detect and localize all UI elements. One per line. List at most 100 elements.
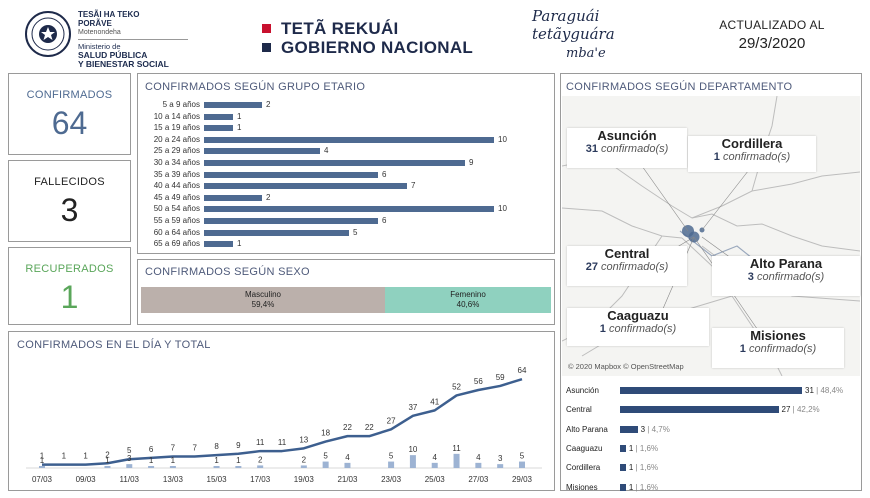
department-card-name: Cordillera [721, 136, 783, 151]
daily-bar[interactable] [497, 464, 504, 468]
department-card[interactable]: Misiones 1 confirmado(s) [712, 328, 844, 368]
total-value-label: 41 [430, 397, 439, 406]
age-group-value: 7 [411, 181, 416, 191]
department-bar-value: 31 | 48,4% [805, 386, 843, 395]
daily-value-label: 11 [452, 444, 461, 453]
total-line[interactable] [42, 377, 523, 466]
age-group-value: 9 [469, 158, 474, 167]
ministry-logo-text: TESÃI HA TEKO PORÃVE Motenondeha Ministe… [78, 10, 188, 69]
department-card-count-line: 1 confirmado(s) [688, 151, 816, 163]
age-group-value: 6 [382, 169, 387, 179]
age-group-bar[interactable] [204, 148, 320, 155]
department-bar-pct: | 4,7% [647, 424, 670, 434]
daily-value-label: 4 [476, 453, 481, 462]
x-tick-label: 15/03 [207, 475, 228, 484]
age-group-bar[interactable] [204, 171, 378, 178]
map-credit[interactable]: © 2020 Mapbox © OpenStreetMap [568, 362, 684, 371]
age-group-bar[interactable] [204, 206, 494, 213]
daily-bar[interactable] [126, 464, 133, 468]
sex-title: CONFIRMADOS SEGÚN SEXO [145, 266, 310, 278]
age-group-bar[interactable] [204, 218, 378, 224]
department-bar-label: Misiones [566, 482, 598, 492]
age-group-bar[interactable] [204, 241, 233, 248]
daily-bar[interactable] [104, 466, 111, 468]
age-group-value: 6 [382, 216, 387, 225]
total-value-label: 6 [149, 445, 154, 454]
total-value-label: 7 [193, 444, 198, 453]
department-bar[interactable] [620, 444, 626, 452]
age-group-bar[interactable] [204, 125, 233, 132]
x-tick-label: 27/03 [468, 475, 489, 484]
daily-bar[interactable] [322, 461, 329, 468]
total-value-label: 8 [214, 442, 219, 451]
daily-bar[interactable] [388, 461, 395, 468]
department-bar-value: 3 | 4,7% [641, 425, 670, 434]
sex-bar-female[interactable]: Femenino 40,6% [385, 287, 551, 313]
age-group-label: 50 a 54 años [153, 204, 200, 214]
age-group-bar[interactable] [204, 183, 407, 190]
daily-bar[interactable] [453, 453, 460, 468]
daily-value-label: 2 [302, 455, 307, 464]
age-group-label: 35 a 39 años [153, 169, 200, 179]
daily-value-label: 4 [433, 453, 438, 462]
age-group-value: 2 [266, 192, 271, 202]
kpi-confirmed-label: CONFIRMADOS [26, 89, 113, 101]
age-group-bar[interactable] [204, 136, 494, 143]
total-value-label: 27 [387, 416, 396, 425]
age-group-bar[interactable] [204, 194, 262, 201]
age-group-bar[interactable] [204, 229, 349, 236]
age-group-bar[interactable] [204, 113, 233, 120]
daily-bar[interactable] [39, 466, 45, 468]
department-bar-label: Caaguazu [566, 443, 603, 453]
daily-value-label: 5 [389, 452, 394, 461]
daily-value-label: 1 [171, 456, 176, 465]
daily-bar[interactable] [409, 455, 416, 468]
department-bar[interactable] [620, 406, 779, 414]
department-bar[interactable] [620, 425, 638, 433]
x-tick-label: 21/03 [337, 475, 358, 484]
daily-bar[interactable] [475, 462, 482, 468]
daily-bar[interactable] [213, 466, 220, 468]
daily-value-label: 5 [323, 452, 328, 461]
daily-bar[interactable] [344, 462, 351, 468]
department-bar-count: 1 [628, 443, 634, 453]
daily-bar[interactable] [300, 465, 307, 468]
slogan-line2: tetãyguára [532, 25, 615, 43]
department-card-count: 1 [713, 151, 720, 163]
department-bar[interactable] [620, 483, 626, 491]
department-card[interactable]: Cordillera 1 confirmado(s) [688, 136, 816, 172]
department-bar[interactable] [620, 464, 626, 472]
daily-bar[interactable] [169, 466, 176, 468]
ministry-line4: Ministerio de [78, 42, 121, 51]
department-bar-pct: | 1,6% [635, 463, 659, 473]
age-group-bar[interactable] [204, 160, 465, 166]
department-bar-value: 1 | 1,6% [629, 483, 658, 492]
daily-bar[interactable] [431, 462, 438, 468]
age-group-value: 1 [237, 111, 242, 121]
department-card[interactable]: Central 27 confirmado(s) [567, 246, 687, 286]
department-card-word: confirmado(s) [601, 143, 669, 155]
gov-line2: GOBIERNO NACIONAL [281, 37, 474, 57]
age-group-label: 25 a 29 años [153, 146, 200, 156]
age-group-label: 15 a 19 años [153, 123, 200, 133]
daily-value-label: 3 [498, 454, 503, 463]
daily-bar[interactable] [148, 466, 155, 468]
age-group-title: CONFIRMADOS SEGÚN GRUPO ETARIO [145, 81, 366, 93]
department-card[interactable]: Asunción 31 confirmado(s) [567, 128, 687, 168]
daily-bar[interactable] [235, 466, 242, 468]
sex-bar-male[interactable]: Masculino 59,4% [141, 287, 385, 313]
age-group-label: 60 a 64 años [153, 227, 200, 237]
department-card[interactable]: Caaguazu 1 confirmado(s) [567, 308, 709, 346]
department-bar-count: 27 [781, 405, 791, 415]
age-group-bar[interactable] [204, 102, 262, 108]
slogan-line3: mba'e [566, 46, 606, 61]
age-group-value: 10 [498, 134, 507, 144]
department-card[interactable]: Alto Parana 3 confirmado(s) [712, 256, 860, 296]
department-bar-label: Asunción [566, 386, 599, 395]
daily-bar[interactable] [519, 461, 525, 468]
daily-bar[interactable] [257, 465, 264, 468]
department-bar-count: 31 [805, 386, 814, 395]
department-bar[interactable] [620, 387, 802, 394]
kpi-recovered: RECUPERADOS 1 [8, 247, 131, 325]
ministry-line3: Motenondeha [78, 28, 188, 40]
